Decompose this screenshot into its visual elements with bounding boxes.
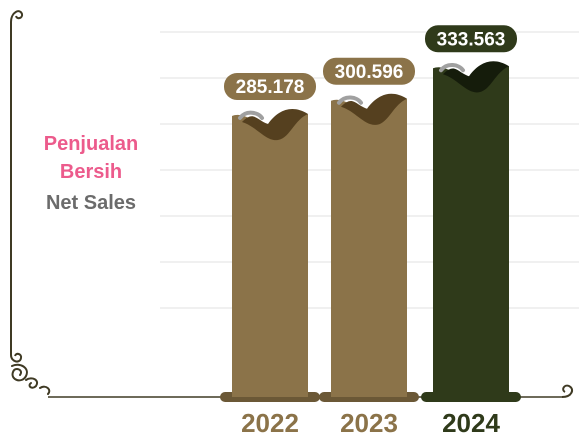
bar-top-curl (242, 108, 308, 141)
bars (220, 61, 521, 402)
x-tick-labels: 2022 2023 2024 (241, 408, 500, 438)
bar-top-highlight (238, 110, 264, 120)
bar (232, 113, 308, 397)
baseline-right-scroll (561, 384, 574, 398)
x-tick-label: 2024 (442, 408, 500, 438)
chart-title-english: Net Sales (45, 192, 137, 214)
value-badge (323, 57, 415, 85)
value-label: 300.596 (335, 62, 404, 83)
frame-bottom-scroll (10, 352, 23, 363)
data-labels: 285.178 300.596 333.563 (224, 25, 517, 100)
bar-top-curl (341, 93, 407, 125)
bar (433, 66, 509, 398)
bar-top-highlight (337, 95, 363, 105)
corner-ornament (11, 363, 51, 395)
chart-title-indonesian: Penjualan Bersih (43, 133, 139, 183)
value-label: 285.178 (236, 77, 305, 98)
x-tick-label: 2023 (340, 408, 398, 438)
value-badge (224, 72, 316, 100)
bar (331, 98, 407, 397)
value-label: 333.563 (437, 29, 506, 50)
frame-top-scroll (10, 10, 24, 23)
value-badge (425, 25, 517, 53)
bar-top-curl (443, 61, 509, 93)
bar-top-highlight (439, 63, 465, 73)
x-tick-label: 2022 (241, 408, 299, 438)
